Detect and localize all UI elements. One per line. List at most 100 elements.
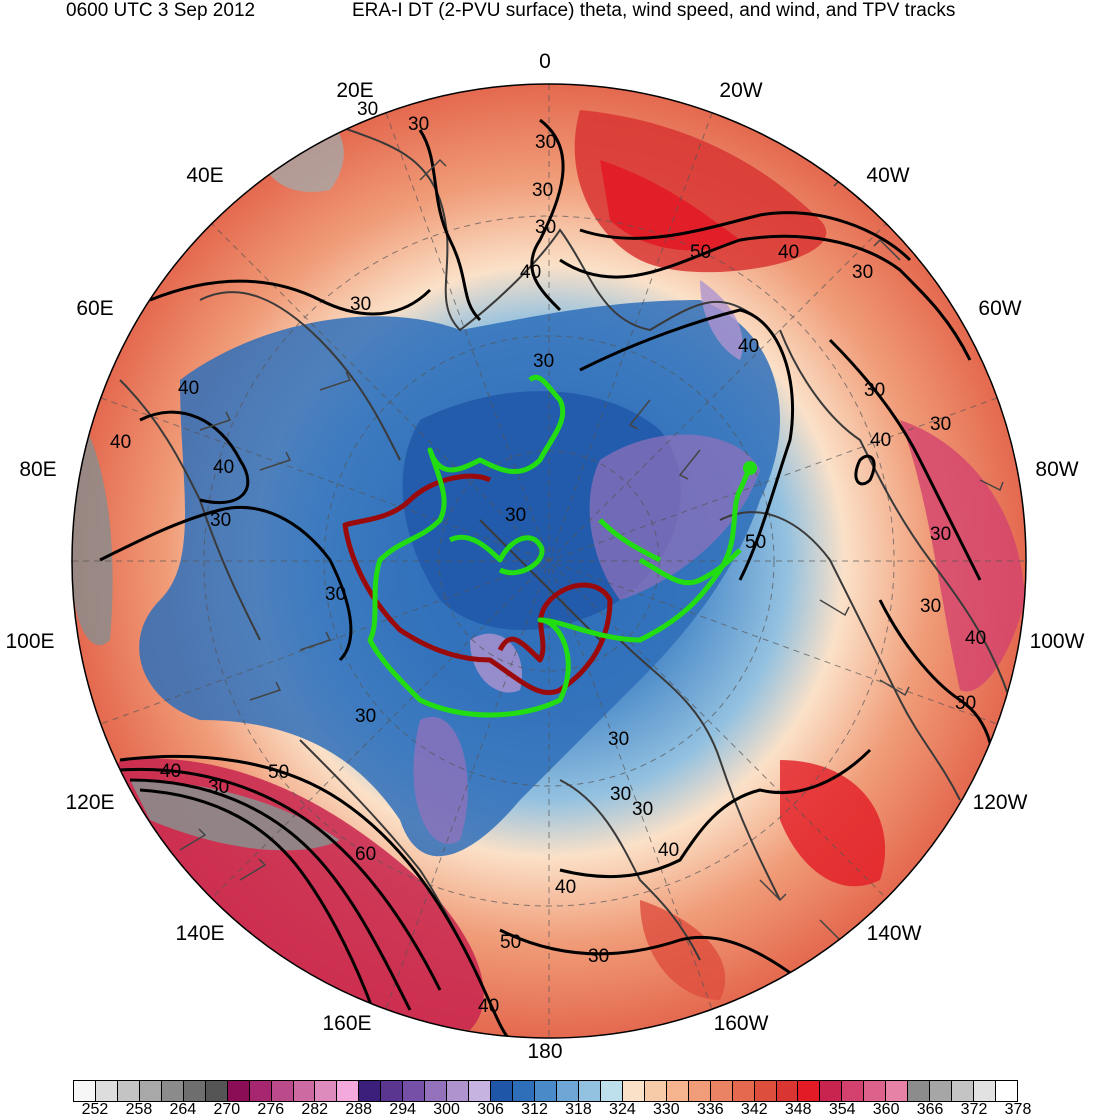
lon-label-60e: 60E xyxy=(76,297,113,320)
svg-text:30: 30 xyxy=(930,524,951,545)
colorbar-swatch xyxy=(754,1081,777,1101)
colorbar-swatch xyxy=(447,1081,470,1101)
lon-label-80w: 80W xyxy=(1035,458,1078,481)
colorbar-swatch xyxy=(644,1081,667,1101)
colorbar-tick-label: 252 xyxy=(81,1101,109,1118)
colorbar-tick-label: 288 xyxy=(345,1101,373,1118)
lon-label-40w: 40W xyxy=(866,164,909,187)
svg-text:40: 40 xyxy=(738,336,759,357)
colorbar-swatch xyxy=(886,1081,909,1101)
polar-map: 30 30 30 30 40 30 30 50 40 30 40 30 40 4… xyxy=(0,30,1099,1070)
wind-speed-contours xyxy=(99,118,996,1038)
svg-text:30: 30 xyxy=(930,414,951,435)
svg-text:30: 30 xyxy=(852,262,873,283)
colorbar-swatch xyxy=(117,1081,140,1101)
colorbar-swatch xyxy=(556,1081,579,1101)
svg-text:30: 30 xyxy=(955,693,976,714)
colorbar-tick-label: 264 xyxy=(169,1101,197,1118)
colorbar-tick-label: 276 xyxy=(257,1101,285,1118)
svg-text:30: 30 xyxy=(533,351,554,372)
svg-text:40: 40 xyxy=(778,242,799,263)
colorbar-swatch xyxy=(622,1081,645,1101)
svg-text:30: 30 xyxy=(535,132,556,153)
colorbar-tick-labels: 252 258 264 270 276 282 288 294 300 306 312 318 324 3… xyxy=(73,1101,1032,1119)
colorbar-tick-label: 306 xyxy=(477,1101,504,1118)
colorbar-swatch xyxy=(974,1081,997,1101)
colorbar-tick-label: 342 xyxy=(740,1101,768,1118)
colorbar-tick-label: 360 xyxy=(872,1101,900,1118)
theta-colorbar xyxy=(73,1080,1018,1102)
map-boundary xyxy=(71,83,1027,1039)
coastlines xyxy=(119,109,1011,981)
colorbar-swatch xyxy=(842,1081,865,1101)
svg-text:50: 50 xyxy=(690,242,711,263)
colorbar-tick-label: 282 xyxy=(301,1101,329,1118)
colorbar-swatch xyxy=(95,1081,118,1101)
svg-text:30: 30 xyxy=(325,584,346,605)
svg-text:50: 50 xyxy=(500,932,521,953)
tpv-track-end-marker xyxy=(743,461,757,475)
colorbar-swatch xyxy=(776,1081,799,1101)
svg-text:50: 50 xyxy=(745,532,766,553)
graticule xyxy=(72,84,1026,1038)
colorbar-swatch xyxy=(315,1081,338,1101)
svg-text:30: 30 xyxy=(864,380,885,401)
lon-label-0: 0 xyxy=(539,50,551,73)
svg-text:40: 40 xyxy=(555,877,576,898)
colorbar-swatch xyxy=(161,1081,184,1101)
svg-text:30: 30 xyxy=(355,706,376,727)
svg-text:40: 40 xyxy=(520,262,541,283)
svg-text:30: 30 xyxy=(535,217,556,238)
svg-text:30: 30 xyxy=(632,799,653,820)
colorbar-swatch xyxy=(139,1081,162,1101)
svg-text:50: 50 xyxy=(268,762,289,783)
colorbar-swatch xyxy=(183,1081,206,1101)
lon-label-100w: 100W xyxy=(1030,630,1085,653)
colorbar-tick-label: 348 xyxy=(784,1101,812,1118)
lon-label-20w: 20W xyxy=(719,79,762,102)
colorbar-tick-label: 372 xyxy=(960,1101,988,1118)
lon-label-140w: 140W xyxy=(867,922,922,945)
svg-text:60: 60 xyxy=(355,844,376,865)
svg-text:40: 40 xyxy=(213,457,234,478)
colorbar-tick-label: 378 xyxy=(1004,1101,1032,1118)
colorbar-tick-label: 270 xyxy=(213,1101,241,1118)
lon-label-160e: 160E xyxy=(322,1012,371,1035)
svg-text:30: 30 xyxy=(210,510,231,531)
colorbar-swatch xyxy=(227,1081,250,1101)
lon-label-160w: 160W xyxy=(714,1012,769,1035)
svg-text:30: 30 xyxy=(610,784,631,805)
svg-text:30: 30 xyxy=(920,596,941,617)
lon-label-80e: 80E xyxy=(19,458,56,481)
colorbar-swatch xyxy=(74,1081,96,1101)
colorbar-tick-label: 318 xyxy=(565,1101,592,1118)
svg-text:30: 30 xyxy=(408,114,429,135)
colorbar-swatch xyxy=(908,1081,931,1101)
colorbar-swatch xyxy=(930,1081,953,1101)
colorbar-swatch xyxy=(996,1081,1017,1101)
lon-label-20e: 20E xyxy=(336,79,373,102)
figure-title: ERA-I DT (2-PVU surface) theta, wind spe… xyxy=(352,0,956,21)
tpv-tracks xyxy=(342,375,757,718)
contour-labels: 30 30 30 30 40 30 30 50 40 30 40 30 40 4… xyxy=(110,99,986,1017)
colorbar-swatch xyxy=(578,1081,601,1101)
colorbar-swatch xyxy=(820,1081,843,1101)
colorbar-tick-label: 330 xyxy=(653,1101,680,1118)
colorbar-tick-label: 258 xyxy=(125,1101,153,1118)
colorbar-tick-label: 300 xyxy=(433,1101,460,1118)
svg-text:30: 30 xyxy=(608,729,629,750)
svg-text:30: 30 xyxy=(588,946,609,967)
colorbar-swatch xyxy=(666,1081,689,1101)
colorbar-swatch xyxy=(469,1081,492,1101)
colorbar-swatch xyxy=(952,1081,975,1101)
colorbar-swatch xyxy=(535,1081,557,1101)
svg-text:40: 40 xyxy=(178,378,199,399)
colorbar-tick-label: 336 xyxy=(696,1101,724,1118)
tpv-track-green xyxy=(367,375,753,718)
lon-label-120e: 120E xyxy=(65,791,114,814)
lon-label-180: 180 xyxy=(527,1040,562,1063)
colorbar-tick-label: 312 xyxy=(521,1101,548,1118)
colorbar-swatch xyxy=(491,1081,514,1101)
lon-label-120w: 120W xyxy=(973,791,1028,814)
colorbar-swatch xyxy=(600,1081,623,1101)
